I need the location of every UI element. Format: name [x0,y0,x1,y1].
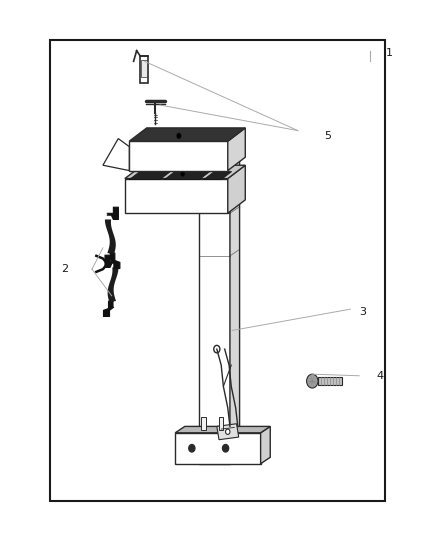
Polygon shape [219,417,223,430]
Polygon shape [129,172,170,180]
Polygon shape [199,160,230,464]
Circle shape [307,374,318,388]
Polygon shape [318,377,342,385]
Polygon shape [228,165,245,213]
Circle shape [223,445,229,452]
Polygon shape [125,179,228,213]
Polygon shape [108,268,119,301]
Polygon shape [230,154,240,464]
Polygon shape [201,417,206,430]
Text: 5: 5 [324,131,331,141]
Polygon shape [105,220,116,253]
Text: 1: 1 [385,49,392,58]
Polygon shape [105,255,116,268]
Polygon shape [141,60,147,77]
Circle shape [180,171,185,177]
Circle shape [176,133,181,139]
Polygon shape [125,165,245,179]
Text: 2: 2 [61,264,68,274]
Polygon shape [103,139,129,171]
Polygon shape [129,141,228,171]
Polygon shape [261,426,270,464]
Polygon shape [204,172,232,180]
Circle shape [214,345,220,353]
Polygon shape [164,172,210,180]
Circle shape [189,445,195,452]
Polygon shape [175,426,270,433]
Polygon shape [175,433,261,464]
Polygon shape [140,56,148,83]
Text: 3: 3 [359,307,366,317]
Polygon shape [228,128,245,171]
Polygon shape [107,207,118,220]
Text: 4: 4 [377,371,384,381]
Circle shape [226,429,230,434]
Polygon shape [110,253,120,269]
Polygon shape [129,128,245,141]
Polygon shape [103,301,113,317]
Bar [50,40,385,501]
Polygon shape [199,154,240,160]
Polygon shape [217,424,239,440]
